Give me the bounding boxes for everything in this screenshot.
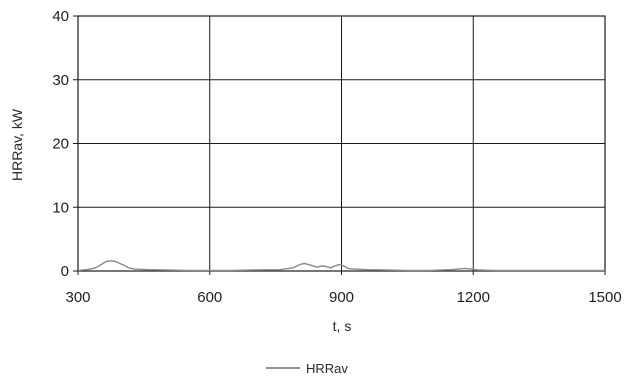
legend-label: HRRav — [306, 361, 348, 376]
y-tick-label: 0 — [61, 263, 69, 280]
series-layer — [77, 260, 605, 272]
plot-frame — [73, 15, 606, 275]
x-tick-labels: 300 600 900 1200 1500 — [65, 289, 621, 306]
y-tick-label: 10 — [52, 199, 69, 216]
legend: HRRav — [266, 361, 348, 376]
grid — [78, 16, 605, 271]
x-tick-label: 1200 — [457, 289, 490, 306]
plot-border — [77, 15, 606, 272]
x-tick-label: 600 — [197, 289, 222, 306]
y-axis-label: HRRav, kW — [9, 108, 25, 181]
y-tick-label: 40 — [52, 8, 69, 25]
y-tick-label: 30 — [52, 72, 69, 89]
x-axis-label: t, s — [333, 318, 352, 334]
x-tick-label: 1500 — [588, 289, 621, 306]
x-tick-label: 900 — [329, 289, 354, 306]
y-tick-labels: 0 10 20 30 40 — [52, 8, 69, 280]
x-tick-label: 300 — [65, 289, 90, 306]
series-line-hrrav — [77, 260, 605, 272]
y-tick-label: 20 — [52, 136, 69, 153]
